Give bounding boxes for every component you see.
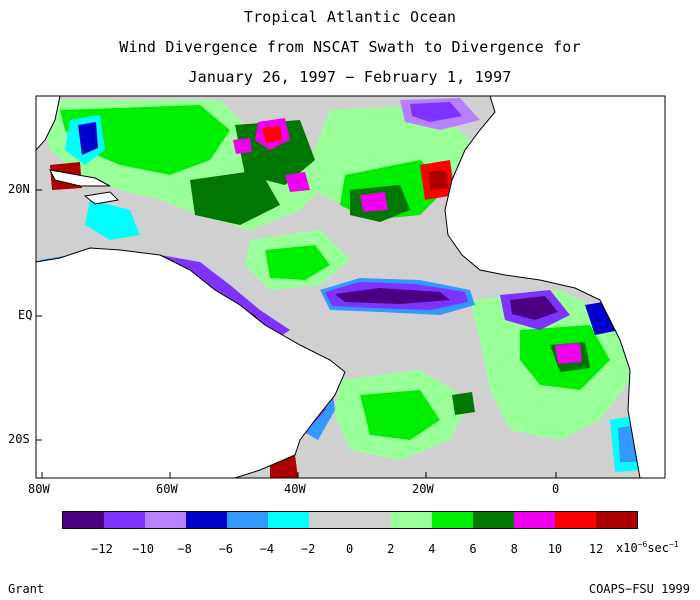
colorbar-tick-label: 12 <box>588 542 604 556</box>
colorbar-swatch <box>473 512 514 528</box>
colorbar-tick-label: −10 <box>132 542 154 556</box>
colorbar-tick-label: 4 <box>428 542 436 556</box>
unit-exponent: −6 <box>637 540 648 549</box>
map-title: Tropical Atlantic Ocean <box>243 8 457 26</box>
colorbar-tick-label: 2 <box>387 542 395 556</box>
colorbar-swatch <box>268 512 309 528</box>
north-america <box>36 96 61 151</box>
colorbar-swatch <box>596 512 637 528</box>
colorbar-swatch <box>432 512 473 528</box>
lon-label-60w: 60W <box>156 482 178 496</box>
colorbar-swatch <box>309 512 350 528</box>
colorbar-tick-label: −4 <box>259 542 275 556</box>
colorbar-swatch <box>514 512 555 528</box>
colorbar-swatch <box>145 512 186 528</box>
colorbar-swatch <box>186 512 227 528</box>
map-frame <box>35 95 666 479</box>
colorbar-tick-label: 8 <box>510 542 518 556</box>
lon-label-0: 0 <box>552 482 560 496</box>
lat-label-eq: EQ <box>18 308 33 322</box>
colorbar-unit: x10−6sec−1 <box>616 540 679 555</box>
colorbar-swatch <box>391 512 432 528</box>
south-america <box>36 247 346 478</box>
unit-exponent-2: −1 <box>669 540 679 549</box>
colorbar-swatch <box>350 512 391 528</box>
colorbar-swatch <box>63 512 104 528</box>
colorbar <box>62 511 638 529</box>
credit-label: COAPS−FSU 1999 <box>588 582 690 596</box>
lon-label-20w: 20W <box>412 482 434 496</box>
africa <box>440 96 665 478</box>
colorbar-tick-label: 0 <box>346 542 354 556</box>
lon-label-80w: 80W <box>28 482 50 496</box>
lon-label-40w: 40W <box>284 482 306 496</box>
date-range: January 26, 1997 − February 1, 1997 <box>188 68 512 86</box>
colorbar-tick-label: −8 <box>177 542 192 556</box>
colorbar-tick-label: −2 <box>300 542 316 556</box>
axis-ticks <box>36 189 557 478</box>
map-subtitle: Wind Divergence from NSCAT Swath to Dive… <box>119 38 581 56</box>
lat-label-20n: 20N <box>8 182 30 196</box>
author-label: Grant <box>8 582 45 596</box>
unit-suffix: sec <box>647 541 670 555</box>
colorbar-tick-label: −12 <box>91 542 113 556</box>
caribbean-island <box>83 191 120 205</box>
unit-prefix: x10 <box>616 541 638 555</box>
colorbar-swatch <box>227 512 268 528</box>
colorbar-tick-label: 6 <box>469 542 477 556</box>
colorbar-swatch <box>104 512 145 528</box>
colorbar-swatch <box>555 512 596 528</box>
cuba <box>49 169 111 187</box>
lat-label-20s: 20S <box>8 432 30 446</box>
colorbar-tick-label: 10 <box>547 542 563 556</box>
land-masses <box>36 96 665 478</box>
colorbar-tick-label: −6 <box>218 542 234 556</box>
